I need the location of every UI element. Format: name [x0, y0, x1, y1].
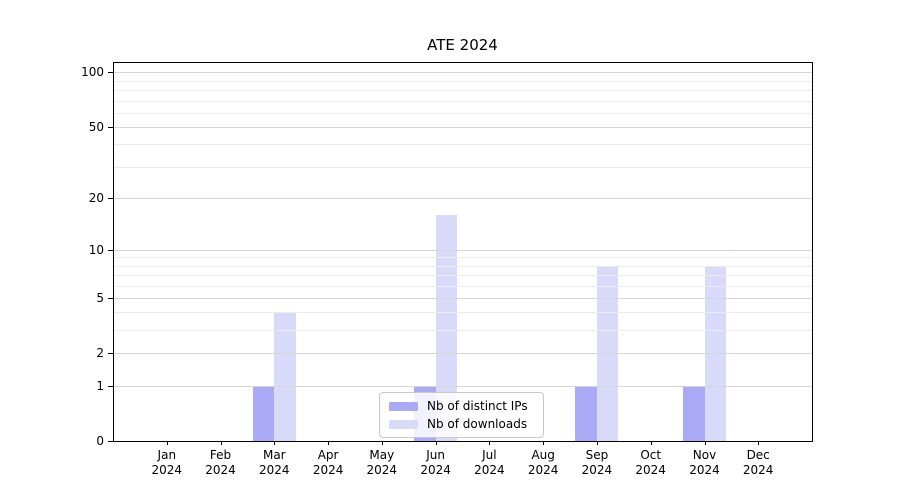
x-tick-label: Dec 2024: [742, 448, 774, 477]
chart-title: ATE 2024: [427, 36, 498, 54]
x-tick-mark: [650, 441, 652, 445]
downloads-swatch: [389, 419, 418, 429]
x-tick-mark: [435, 441, 437, 445]
minor-gridline: [113, 100, 812, 102]
left-spine: [113, 62, 114, 442]
x-tick-label: Nov 2024: [689, 448, 720, 477]
x-tick-label: Sep 2024: [581, 448, 613, 477]
y-tick-mark: [108, 297, 113, 299]
downloads-bar: [274, 312, 296, 441]
major-gridline: [113, 72, 812, 74]
downloads-bar: [435, 214, 458, 441]
major-gridline: [113, 353, 812, 355]
legend-entry-distinct-ips: Nb of distinct IPs: [389, 399, 534, 413]
x-tick-label: Jul 2024: [474, 448, 505, 477]
minor-gridline: [113, 274, 812, 276]
gridlines-layer: [113, 62, 812, 441]
minor-gridline: [113, 144, 812, 146]
x-tick-mark: [220, 441, 222, 445]
distinct-ips-swatch: [389, 401, 418, 411]
y-tick-label: 0: [96, 434, 104, 448]
x-tick-label: Mar 2024: [259, 448, 290, 477]
right-spine: [812, 62, 813, 442]
y-tick-label: 10: [88, 242, 104, 257]
y-tick-label: 2: [96, 346, 104, 361]
minor-gridline: [113, 312, 812, 314]
y-tick-label: 20: [88, 190, 104, 205]
major-gridline: [113, 385, 812, 387]
legend-label: Nb of downloads: [427, 417, 528, 431]
x-tick-label: Jun 2024: [420, 448, 451, 477]
x-tick-label: May 2024: [366, 448, 398, 477]
y-tick-mark: [108, 353, 113, 355]
minor-gridline: [113, 166, 812, 168]
x-tick-label: Feb 2024: [205, 448, 236, 477]
minor-gridline: [113, 265, 812, 267]
y-tick-mark: [108, 197, 113, 199]
x-tick-mark: [381, 441, 383, 445]
plot-area: [113, 62, 812, 441]
distinct-ips-bar: [575, 385, 597, 441]
y-tick-label: 5: [96, 290, 104, 305]
minor-gridline: [113, 285, 812, 287]
minor-gridline: [113, 257, 812, 259]
x-tick-label: Apr 2024: [312, 448, 344, 477]
x-tick-mark: [166, 441, 168, 445]
major-gridline: [113, 126, 812, 128]
top-spine: [113, 62, 812, 63]
minor-gridline: [113, 330, 812, 332]
y-tick-mark: [108, 249, 113, 251]
major-gridline: [113, 249, 812, 251]
y-tick-label: 1: [96, 378, 104, 393]
minor-gridline: [113, 80, 812, 82]
x-tick-mark: [274, 441, 276, 445]
y-tick-mark: [108, 72, 113, 74]
major-gridline: [113, 197, 812, 199]
y-tick-mark: [108, 385, 113, 387]
legend-entry-downloads: Nb of downloads: [389, 417, 534, 431]
bottom-spine: [113, 441, 812, 442]
x-tick-mark: [543, 441, 545, 445]
x-tick-label: Aug 2024: [527, 448, 559, 477]
x-tick-label: Jan 2024: [151, 448, 183, 477]
y-tick-label: 100: [81, 65, 104, 80]
legend-label: Nb of distinct IPs: [427, 399, 528, 413]
x-tick-label: Oct 2024: [635, 448, 666, 477]
x-tick-mark: [704, 441, 706, 445]
minor-gridline: [113, 90, 812, 91]
y-tick-mark: [108, 126, 113, 128]
major-gridline: [113, 297, 812, 299]
y-tick-mark: [108, 441, 113, 442]
minor-gridline: [113, 112, 812, 114]
x-tick-mark: [596, 441, 598, 445]
distinct-ips-bar: [683, 385, 705, 441]
x-tick-mark: [328, 441, 330, 445]
y-tick-label: 50: [88, 119, 104, 134]
x-tick-mark: [758, 441, 760, 445]
x-tick-mark: [489, 441, 491, 445]
legend: Nb of distinct IPs Nb of downloads: [379, 392, 544, 438]
distinct-ips-bar: [252, 385, 275, 441]
